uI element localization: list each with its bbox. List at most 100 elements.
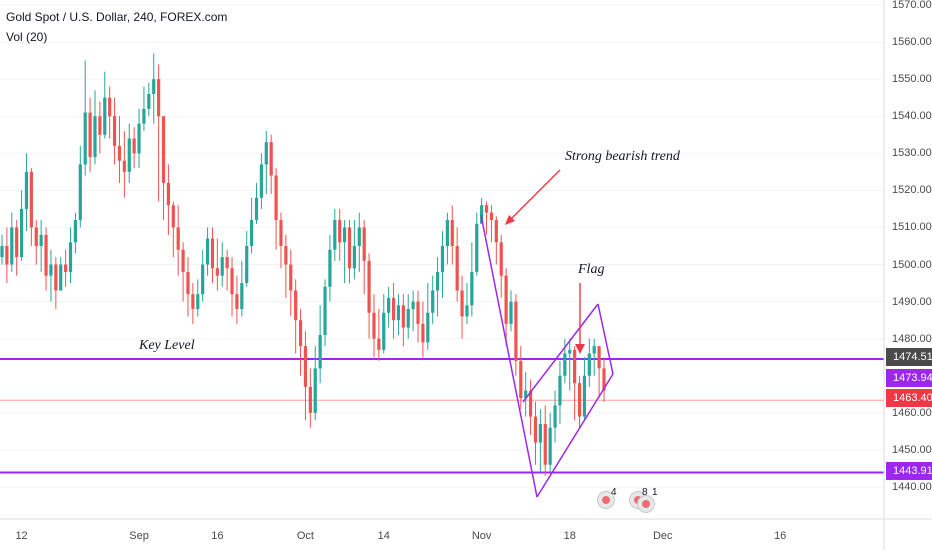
- candle-body: [372, 312, 376, 339]
- candle-body: [465, 305, 469, 317]
- candle: [24, 153, 29, 232]
- candle-body: [504, 275, 508, 324]
- us-flag-event-icon[interactable]: [597, 491, 615, 509]
- flag-right-edge[interactable]: [597, 303, 614, 375]
- y-tick-label: 1480.00: [892, 332, 932, 345]
- candle-body: [230, 268, 234, 295]
- candle-body: [377, 338, 381, 350]
- candle: [343, 220, 347, 284]
- candle: [157, 64, 161, 202]
- candle: [68, 227, 73, 284]
- candle: [78, 145, 82, 228]
- candle: [435, 257, 440, 317]
- candle-body: [279, 220, 283, 246]
- candle: [382, 294, 386, 354]
- candle-body: [98, 116, 102, 135]
- y-tick-label: 1560.00: [892, 36, 932, 49]
- candle-body: [391, 297, 396, 321]
- candle-body: [220, 257, 224, 276]
- candle-body: [445, 220, 449, 246]
- flag-annotation[interactable]: Flag: [578, 262, 605, 277]
- candle-body: [59, 264, 63, 291]
- us-flag-event-icon[interactable]: [637, 495, 655, 513]
- candle-body: [54, 264, 58, 291]
- candle: [264, 131, 268, 195]
- candle: [132, 127, 136, 169]
- candle-body: [5, 246, 9, 265]
- candle-body: [298, 320, 303, 347]
- candles: [0, 53, 606, 476]
- candle-body: [274, 175, 278, 221]
- candle: [196, 279, 200, 317]
- candle: [352, 220, 356, 280]
- candle-body: [122, 160, 126, 172]
- flag-upper-line[interactable]: [522, 303, 599, 403]
- candle-body: [440, 246, 445, 272]
- candle-body: [142, 108, 146, 124]
- key-level-annotation[interactable]: Key Level: [139, 338, 195, 353]
- candle: [592, 338, 596, 376]
- candle: [519, 346, 523, 410]
- candle: [166, 164, 171, 235]
- candle-body: [132, 138, 136, 154]
- candle-body: [328, 249, 332, 287]
- candle: [504, 268, 508, 347]
- x-tick-label: 14: [377, 530, 390, 542]
- candle-body: [563, 353, 567, 376]
- y-tick-label: 1520.00: [892, 184, 932, 197]
- candle-body: [499, 242, 503, 276]
- candle: [455, 227, 459, 302]
- candle: [5, 227, 9, 284]
- candle: [215, 238, 219, 291]
- candle-body: [44, 234, 48, 276]
- candle-body: [161, 116, 166, 183]
- candle: [411, 290, 415, 332]
- candle-body: [10, 227, 14, 265]
- volume-indicator-label[interactable]: Vol (20): [6, 30, 48, 44]
- flag-lower-line[interactable]: [536, 373, 614, 498]
- candle: [391, 283, 396, 339]
- candle: [484, 201, 489, 235]
- candle-body: [548, 427, 552, 465]
- price-tag-current: 1463.40: [886, 389, 932, 407]
- candle-body: [103, 97, 107, 135]
- candle-body: [19, 208, 24, 258]
- candle-body: [509, 301, 513, 324]
- candle: [475, 212, 479, 276]
- candle-body: [489, 212, 494, 221]
- candle-body: [401, 305, 405, 328]
- candle: [201, 249, 205, 302]
- candle: [108, 86, 112, 139]
- x-tick-label: 16: [211, 530, 224, 542]
- candle: [142, 86, 146, 132]
- candle: [440, 231, 445, 298]
- x-tick-label: Nov: [471, 530, 492, 542]
- candle-body: [201, 264, 205, 295]
- trend-arrow[interactable]: [506, 169, 561, 224]
- candle: [220, 242, 224, 287]
- candle: [137, 108, 141, 169]
- chart-title: Gold Spot / U.S. Dollar, 240, FOREX.com: [6, 10, 228, 24]
- candle-body: [152, 79, 156, 94]
- candle-body: [582, 375, 587, 417]
- candle: [250, 197, 254, 254]
- candle: [205, 227, 210, 276]
- candle-body: [289, 264, 293, 291]
- bearish-trendline[interactable]: [480, 214, 538, 498]
- candle-body: [127, 138, 131, 172]
- candle-body: [166, 182, 171, 206]
- candle-body: [157, 79, 161, 117]
- candle: [191, 283, 195, 324]
- candle: [298, 309, 303, 376]
- candle-body: [421, 323, 425, 343]
- trend-annotation[interactable]: Strong bearish trend: [565, 149, 680, 164]
- candle: [568, 338, 572, 391]
- candle: [117, 116, 122, 183]
- candle-body: [602, 368, 606, 391]
- candle: [93, 90, 97, 165]
- candle: [338, 208, 342, 261]
- price-tag-support: 1443.91: [886, 462, 932, 480]
- candle: [543, 405, 547, 476]
- candle: [254, 182, 259, 224]
